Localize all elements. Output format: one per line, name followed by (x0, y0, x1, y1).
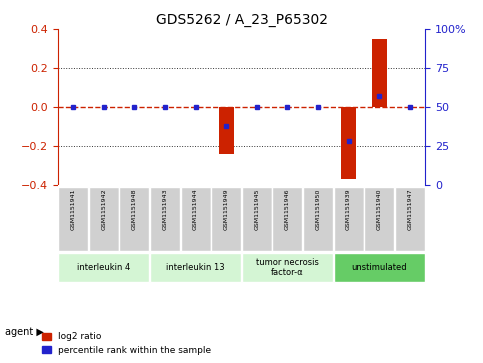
Text: GSM1151948: GSM1151948 (132, 188, 137, 230)
Text: GSM1151939: GSM1151939 (346, 188, 351, 230)
Text: agent ▶: agent ▶ (5, 327, 43, 337)
FancyBboxPatch shape (150, 253, 241, 282)
FancyBboxPatch shape (89, 187, 119, 250)
Text: interleukin 13: interleukin 13 (166, 263, 225, 272)
Text: interleukin 4: interleukin 4 (77, 263, 130, 272)
FancyBboxPatch shape (58, 253, 149, 282)
Text: GSM1151949: GSM1151949 (224, 188, 229, 230)
FancyBboxPatch shape (395, 187, 425, 250)
Bar (371, 39, 387, 107)
Text: GSM1151943: GSM1151943 (162, 188, 168, 230)
FancyBboxPatch shape (211, 187, 241, 250)
Text: tumor necrosis
factor-α: tumor necrosis factor-α (256, 258, 319, 277)
FancyBboxPatch shape (150, 187, 180, 250)
Bar (341, 107, 356, 179)
FancyBboxPatch shape (242, 187, 272, 250)
FancyBboxPatch shape (334, 253, 425, 282)
FancyBboxPatch shape (119, 187, 149, 250)
Text: GSM1151941: GSM1151941 (71, 188, 76, 230)
Text: GSM1151942: GSM1151942 (101, 188, 106, 230)
Title: GDS5262 / A_23_P65302: GDS5262 / A_23_P65302 (156, 13, 327, 26)
Text: unstimulated: unstimulated (351, 263, 407, 272)
Text: GSM1151946: GSM1151946 (285, 188, 290, 230)
FancyBboxPatch shape (242, 253, 333, 282)
Text: GSM1151940: GSM1151940 (377, 188, 382, 230)
FancyBboxPatch shape (181, 187, 211, 250)
Legend: log2 ratio, percentile rank within the sample: log2 ratio, percentile rank within the s… (38, 329, 215, 359)
Text: GSM1151947: GSM1151947 (407, 188, 412, 230)
Text: GSM1151944: GSM1151944 (193, 188, 198, 230)
FancyBboxPatch shape (364, 187, 394, 250)
Bar (219, 107, 234, 154)
FancyBboxPatch shape (334, 187, 364, 250)
FancyBboxPatch shape (303, 187, 333, 250)
Text: GSM1151950: GSM1151950 (315, 188, 321, 230)
Text: GSM1151945: GSM1151945 (254, 188, 259, 230)
FancyBboxPatch shape (58, 187, 88, 250)
FancyBboxPatch shape (272, 187, 302, 250)
